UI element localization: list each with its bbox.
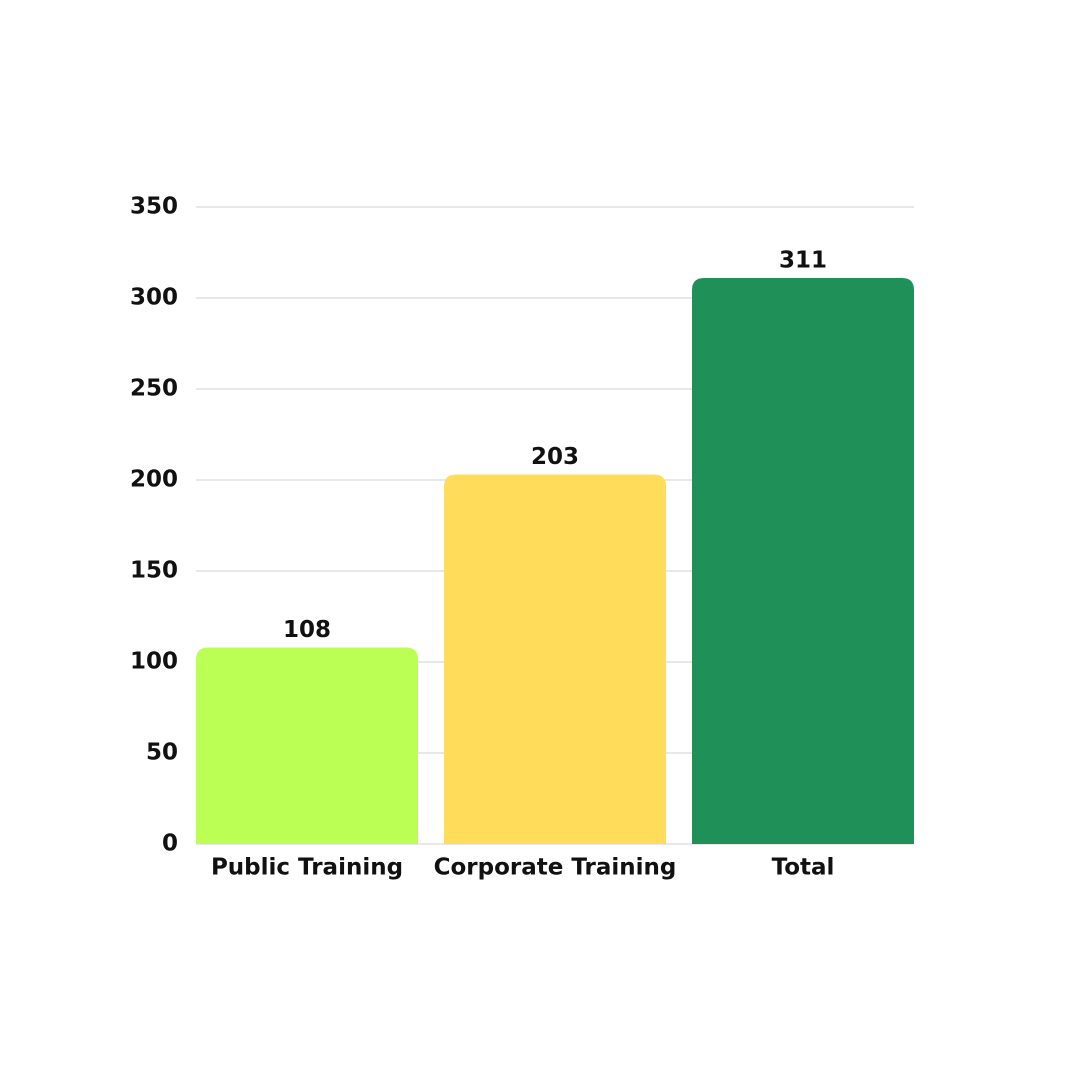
y-tick-label: 150 bbox=[130, 558, 178, 584]
x-tick-label: Public Training bbox=[211, 855, 403, 881]
y-tick-label: 100 bbox=[130, 649, 178, 675]
bar bbox=[444, 474, 666, 844]
data-label: 311 bbox=[779, 247, 827, 273]
data-label: 108 bbox=[283, 617, 331, 643]
y-tick-label: 300 bbox=[130, 285, 178, 311]
y-tick-label: 350 bbox=[130, 194, 178, 220]
data-label: 203 bbox=[531, 444, 579, 470]
bar bbox=[196, 647, 418, 844]
y-tick-label: 50 bbox=[146, 740, 178, 766]
y-tick-label: 200 bbox=[130, 467, 178, 493]
y-tick-label: 0 bbox=[162, 831, 178, 857]
y-tick-label: 250 bbox=[130, 376, 178, 402]
bar bbox=[692, 277, 914, 845]
x-tick-label: Corporate Training bbox=[434, 855, 677, 881]
x-tick-label: Total bbox=[772, 855, 835, 881]
